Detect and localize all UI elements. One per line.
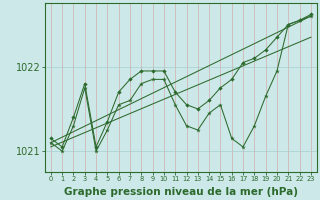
X-axis label: Graphe pression niveau de la mer (hPa): Graphe pression niveau de la mer (hPa) [64, 187, 298, 197]
